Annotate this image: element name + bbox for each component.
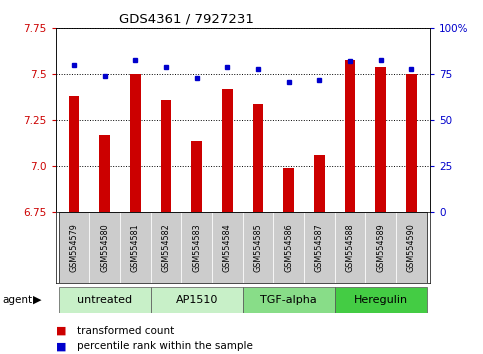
Text: ■: ■ (56, 326, 66, 336)
Text: Heregulin: Heregulin (354, 295, 408, 305)
Text: GSM554580: GSM554580 (100, 223, 109, 272)
Bar (181, 212, 212, 283)
Text: GSM554587: GSM554587 (315, 223, 324, 272)
Bar (243, 212, 273, 283)
Bar (335, 212, 366, 283)
Bar (304, 212, 335, 283)
Text: percentile rank within the sample: percentile rank within the sample (77, 341, 253, 351)
Text: ▶: ▶ (33, 295, 42, 305)
Bar (99, 135, 110, 212)
Bar (151, 212, 181, 283)
Text: GSM554579: GSM554579 (70, 223, 78, 272)
Bar (130, 74, 141, 212)
Bar (273, 212, 304, 283)
Bar (89, 212, 120, 283)
Bar (314, 155, 325, 212)
Bar (335, 287, 427, 313)
Text: AP1510: AP1510 (175, 295, 218, 305)
Text: GSM554583: GSM554583 (192, 223, 201, 272)
Bar (375, 67, 386, 212)
Bar (151, 287, 243, 313)
Bar (366, 212, 396, 283)
Text: GSM554589: GSM554589 (376, 223, 385, 272)
Bar (406, 74, 417, 212)
Bar (69, 96, 79, 212)
Bar (191, 141, 202, 212)
Text: GDS4361 / 7927231: GDS4361 / 7927231 (119, 12, 254, 25)
Text: GSM554586: GSM554586 (284, 223, 293, 272)
Text: GSM554585: GSM554585 (254, 223, 263, 272)
Bar (58, 212, 89, 283)
Bar (212, 212, 243, 283)
Text: TGF-alpha: TGF-alpha (260, 295, 317, 305)
Text: GSM554584: GSM554584 (223, 223, 232, 272)
Bar (161, 100, 171, 212)
Bar (120, 212, 151, 283)
Bar (58, 287, 151, 313)
Text: transformed count: transformed count (77, 326, 174, 336)
Text: GSM554581: GSM554581 (131, 223, 140, 272)
Bar (243, 287, 335, 313)
Bar (222, 89, 233, 212)
Text: GSM554588: GSM554588 (346, 223, 355, 272)
Bar (345, 59, 355, 212)
Text: GSM554590: GSM554590 (407, 223, 416, 272)
Bar (396, 212, 427, 283)
Text: GSM554582: GSM554582 (161, 223, 170, 272)
Text: untreated: untreated (77, 295, 132, 305)
Bar (253, 104, 263, 212)
Text: agent: agent (2, 295, 32, 305)
Bar (284, 168, 294, 212)
Text: ■: ■ (56, 341, 66, 351)
